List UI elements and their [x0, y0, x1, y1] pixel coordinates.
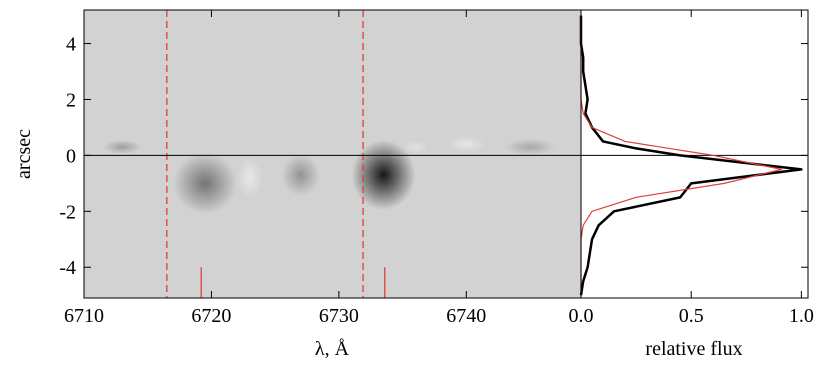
x-tick-label: 0.0	[569, 305, 594, 327]
image	[84, 10, 581, 298]
y-tick-label: 4	[66, 34, 76, 56]
x-tick-label: 0.5	[679, 305, 704, 327]
y-axis-label: arcsec	[13, 129, 35, 179]
emission-feature	[504, 138, 556, 156]
x-axis-label: relative flux	[645, 338, 742, 360]
emission-feature	[236, 156, 263, 199]
x-tick-label: 1.0	[789, 305, 814, 327]
x-tick-label: 6740	[446, 305, 486, 327]
y-tick-label: -2	[59, 201, 76, 223]
emission-feature	[281, 154, 320, 196]
x-tick-label: 6720	[191, 305, 231, 327]
emission-feature	[447, 135, 486, 153]
emission-feature	[103, 140, 142, 154]
emission-feature	[402, 140, 429, 154]
x-axis-label: λ, Å	[315, 338, 350, 360]
y-tick-label: 0	[66, 145, 76, 167]
x-tick-label: 6730	[319, 305, 359, 327]
x-tick-label: 6710	[64, 305, 104, 327]
y-tick-label: -4	[59, 257, 76, 279]
emission-feature	[351, 140, 416, 210]
image-background	[84, 10, 581, 298]
emission-feature	[173, 152, 237, 215]
panel-frame	[580, 9, 809, 299]
y-tick-label: 2	[66, 89, 76, 111]
profile-line	[579, 15, 803, 296]
